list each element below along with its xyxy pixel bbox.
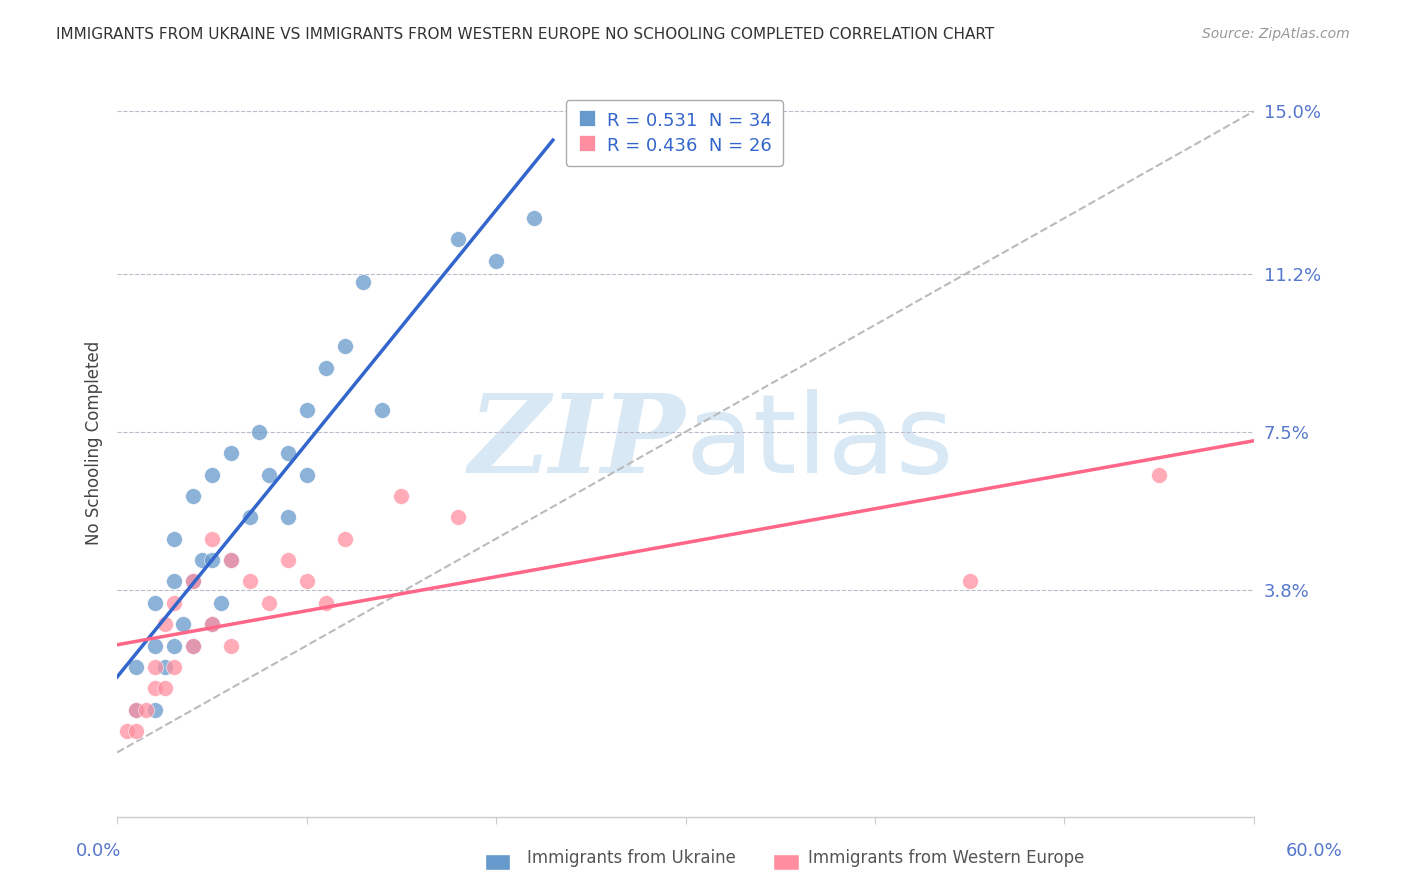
- Point: [115, 724, 138, 739]
- Point: [219, 639, 242, 653]
- Point: [295, 467, 318, 482]
- Point: [295, 574, 318, 589]
- Point: [143, 596, 166, 610]
- Point: [219, 553, 242, 567]
- Text: Immigrants from Western Europe: Immigrants from Western Europe: [808, 848, 1085, 866]
- Text: 0.0%: 0.0%: [76, 842, 121, 860]
- Point: [201, 617, 224, 632]
- Point: [163, 639, 186, 653]
- Point: [125, 703, 148, 717]
- Point: [315, 360, 337, 375]
- Text: Source: ZipAtlas.com: Source: ZipAtlas.com: [1202, 27, 1350, 41]
- Point: [239, 574, 262, 589]
- Point: [163, 532, 186, 546]
- Point: [181, 574, 204, 589]
- Point: [1147, 467, 1170, 482]
- Point: [219, 446, 242, 460]
- Point: [447, 510, 470, 524]
- Point: [143, 660, 166, 674]
- Point: [333, 532, 356, 546]
- Point: [447, 232, 470, 246]
- Text: ZIP: ZIP: [468, 389, 686, 496]
- Point: [153, 660, 176, 674]
- Point: [277, 510, 299, 524]
- Point: [257, 596, 280, 610]
- Y-axis label: No Schooling Completed: No Schooling Completed: [86, 341, 103, 545]
- Point: [181, 574, 204, 589]
- Point: [191, 553, 214, 567]
- Point: [143, 681, 166, 696]
- Point: [143, 639, 166, 653]
- Point: [153, 617, 176, 632]
- Point: [201, 532, 224, 546]
- Point: [219, 553, 242, 567]
- Point: [371, 403, 394, 417]
- Point: [125, 703, 148, 717]
- Point: [485, 253, 508, 268]
- Point: [181, 489, 204, 503]
- Point: [353, 275, 375, 289]
- Point: [201, 467, 224, 482]
- Point: [295, 403, 318, 417]
- Point: [163, 574, 186, 589]
- Point: [181, 639, 204, 653]
- Point: [125, 724, 148, 739]
- Point: [247, 425, 270, 439]
- Text: Immigrants from Ukraine: Immigrants from Ukraine: [527, 848, 737, 866]
- Point: [153, 681, 176, 696]
- Point: [181, 639, 204, 653]
- Point: [163, 660, 186, 674]
- Point: [523, 211, 546, 226]
- Legend: R = 0.531  N = 34, R = 0.436  N = 26: R = 0.531 N = 34, R = 0.436 N = 26: [565, 100, 783, 166]
- Point: [125, 660, 148, 674]
- Point: [333, 339, 356, 353]
- Point: [239, 510, 262, 524]
- Point: [209, 596, 232, 610]
- Point: [143, 703, 166, 717]
- Point: [277, 553, 299, 567]
- Point: [201, 617, 224, 632]
- Text: IMMIGRANTS FROM UKRAINE VS IMMIGRANTS FROM WESTERN EUROPE NO SCHOOLING COMPLETED: IMMIGRANTS FROM UKRAINE VS IMMIGRANTS FR…: [56, 27, 994, 42]
- Point: [173, 617, 195, 632]
- Point: [277, 446, 299, 460]
- Text: atlas: atlas: [686, 389, 955, 496]
- Point: [389, 489, 412, 503]
- Point: [315, 596, 337, 610]
- Point: [201, 553, 224, 567]
- Point: [257, 467, 280, 482]
- Text: 60.0%: 60.0%: [1286, 842, 1343, 860]
- Point: [163, 596, 186, 610]
- Point: [959, 574, 981, 589]
- Point: [135, 703, 157, 717]
